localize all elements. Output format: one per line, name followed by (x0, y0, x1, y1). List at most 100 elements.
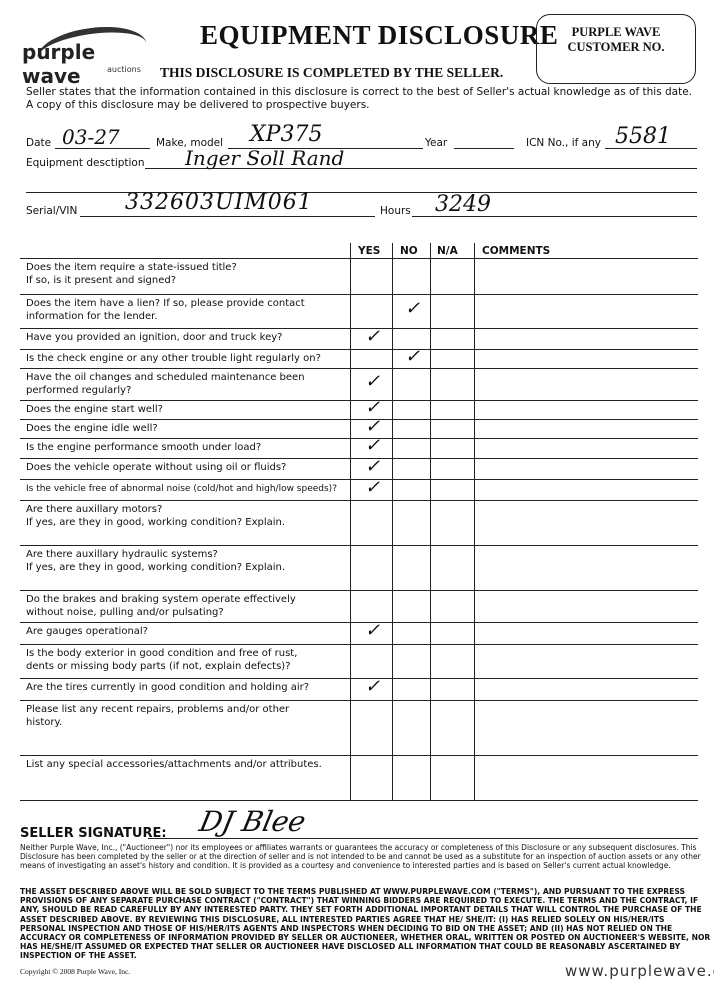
terms-text: THE ASSET DESCRIBED ABOVE WILL BE SOLD S… (20, 887, 711, 961)
comments-cell[interactable] (474, 419, 698, 438)
comments-cell[interactable] (474, 458, 698, 479)
comments-cell[interactable] (474, 644, 698, 678)
answer-cell-yes[interactable] (350, 294, 392, 328)
row-divider (20, 622, 698, 623)
comments-cell[interactable] (474, 438, 698, 458)
answer-cell-no[interactable] (392, 622, 430, 644)
answer-cell-yes[interactable] (350, 500, 392, 545)
customer-box-label-2: CUSTOMER NO. (567, 40, 665, 54)
answer-cell-yes[interactable] (350, 755, 392, 800)
answer-cell-no[interactable] (392, 368, 430, 400)
checkmark-icon: ✓ (365, 396, 381, 418)
question-text: Is the check engine or any other trouble… (26, 353, 321, 364)
comments-cell[interactable] (474, 368, 698, 400)
comments-cell[interactable] (474, 328, 698, 349)
comments-cell[interactable] (474, 349, 698, 368)
website-url[interactable]: www.purplewave.com (565, 962, 714, 980)
answer-cell-no[interactable] (392, 755, 430, 800)
column-divider (350, 243, 351, 800)
question-text: If yes, are they in good, working condit… (26, 516, 286, 528)
checkmark-icon: ✓ (405, 345, 421, 367)
answer-cell-na[interactable] (430, 294, 474, 328)
answer-cell-na[interactable] (430, 755, 474, 800)
comments-cell[interactable] (474, 400, 698, 419)
answer-cell-na[interactable] (430, 678, 474, 700)
answer-cell-na[interactable] (430, 458, 474, 479)
answer-cell-yes[interactable] (350, 349, 392, 368)
checkmark-icon: ✓ (365, 325, 381, 347)
column-divider (392, 243, 393, 800)
make-model-value[interactable]: XP375 (250, 122, 323, 147)
answer-cell-no[interactable] (392, 590, 430, 622)
question-text: Does the vehicle operate without using o… (26, 462, 287, 473)
question-text: Are there auxillary motors? (26, 504, 163, 515)
answer-cell-na[interactable] (430, 700, 474, 755)
column-header-na: N/A (437, 245, 458, 257)
hours-line (412, 216, 697, 217)
answer-cell-na[interactable] (430, 258, 474, 294)
serial-line (80, 216, 375, 217)
icn-value[interactable]: 5581 (615, 124, 671, 149)
description-label: Equipment desctiption (26, 157, 145, 169)
hours-label: Hours (380, 205, 411, 217)
hours-value[interactable]: 3249 (435, 192, 491, 217)
answer-cell-no[interactable] (392, 438, 430, 458)
row-divider (20, 590, 698, 591)
answer-cell-yes[interactable] (350, 590, 392, 622)
answer-cell-yes[interactable] (350, 545, 392, 590)
question-text: Are the tires currently in good conditio… (26, 682, 310, 693)
icn-line (605, 148, 697, 149)
question-text: Does the engine idle well? (26, 423, 158, 434)
signature-value[interactable]: DJ Blee (196, 805, 309, 838)
question-text: Do the brakes and braking system operate… (26, 594, 296, 605)
answer-cell-no[interactable] (392, 644, 430, 678)
comments-cell[interactable] (474, 294, 698, 328)
comments-cell[interactable] (474, 545, 698, 590)
comments-cell[interactable] (474, 590, 698, 622)
answer-cell-no[interactable] (392, 479, 430, 500)
answer-cell-na[interactable] (430, 644, 474, 678)
answer-cell-na[interactable] (430, 328, 474, 349)
answer-cell-na[interactable] (430, 368, 474, 400)
answer-cell-na[interactable] (430, 349, 474, 368)
answer-cell-na[interactable] (430, 545, 474, 590)
comments-cell[interactable] (474, 258, 698, 294)
answer-cell-no[interactable] (392, 500, 430, 545)
row-divider (20, 644, 698, 645)
answer-cell-yes[interactable] (350, 258, 392, 294)
answer-cell-no[interactable] (392, 678, 430, 700)
comments-cell[interactable] (474, 479, 698, 500)
checkmark-icon: ✓ (405, 298, 421, 319)
answer-cell-no[interactable] (392, 258, 430, 294)
answer-cell-no[interactable] (392, 700, 430, 755)
serial-value[interactable]: 332603UIM061 (125, 190, 313, 215)
answer-cell-no[interactable] (392, 419, 430, 438)
answer-cell-na[interactable] (430, 400, 474, 419)
column-header-yes: YES (358, 245, 381, 257)
comments-cell[interactable] (474, 622, 698, 644)
question-text: Have the oil changes and scheduled maint… (26, 372, 305, 383)
answer-cell-no[interactable] (392, 458, 430, 479)
answer-cell-yes[interactable] (350, 700, 392, 755)
answer-cell-na[interactable] (430, 622, 474, 644)
answer-cell-no[interactable] (392, 400, 430, 419)
answer-cell-na[interactable] (430, 590, 474, 622)
comments-cell[interactable] (474, 500, 698, 545)
answer-cell-no[interactable] (392, 545, 430, 590)
date-line (55, 148, 150, 149)
customer-box-label-1: PURPLE WAVE (571, 25, 661, 39)
answer-cell-na[interactable] (430, 438, 474, 458)
answer-cell-na[interactable] (430, 500, 474, 545)
date-value[interactable]: 03-27 (62, 125, 120, 149)
comments-cell[interactable] (474, 678, 698, 700)
comments-cell[interactable] (474, 700, 698, 755)
question-text: Please list any recent repairs, problems… (26, 704, 290, 715)
answer-cell-na[interactable] (430, 479, 474, 500)
description-value[interactable]: Inger Soll Rand (185, 146, 345, 170)
comments-cell[interactable] (474, 755, 698, 800)
logo-sub: auctions (107, 65, 141, 74)
answer-cell-na[interactable] (430, 419, 474, 438)
copyright: Copyright © 2008 Purple Wave, Inc. (20, 967, 131, 976)
answer-cell-yes[interactable] (350, 644, 392, 678)
